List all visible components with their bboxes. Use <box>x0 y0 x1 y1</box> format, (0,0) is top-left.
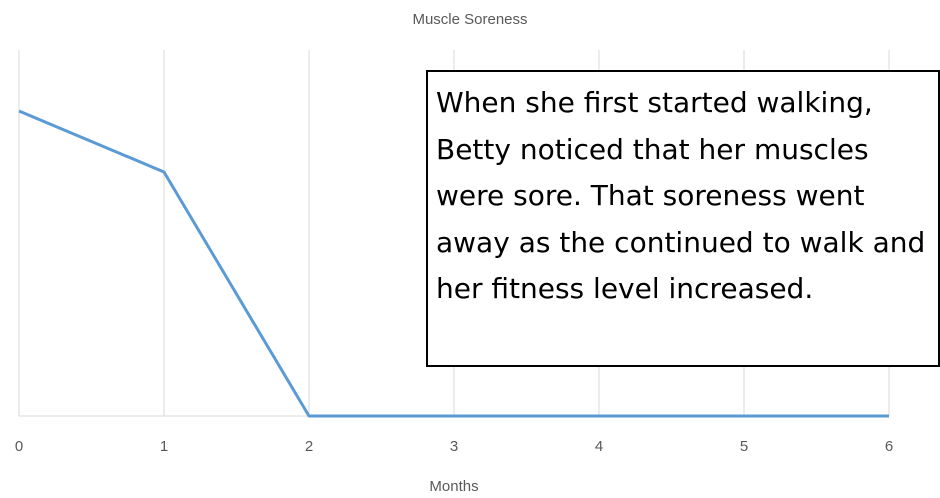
x-tick-label: 3 <box>450 438 458 455</box>
x-tick-label: 0 <box>15 438 23 455</box>
x-tick-label: 6 <box>885 438 893 455</box>
annotation: When she first started walking, Betty no… <box>426 70 940 367</box>
x-tick-label: 1 <box>160 438 168 455</box>
chart-title: Muscle Soreness <box>412 11 527 28</box>
data-line <box>18 109 889 418</box>
x-axis-label: Months <box>429 478 478 495</box>
x-tick-label: 4 <box>595 438 603 455</box>
x-tick-label: 5 <box>740 438 748 455</box>
x-tick-label: 2 <box>305 438 313 455</box>
